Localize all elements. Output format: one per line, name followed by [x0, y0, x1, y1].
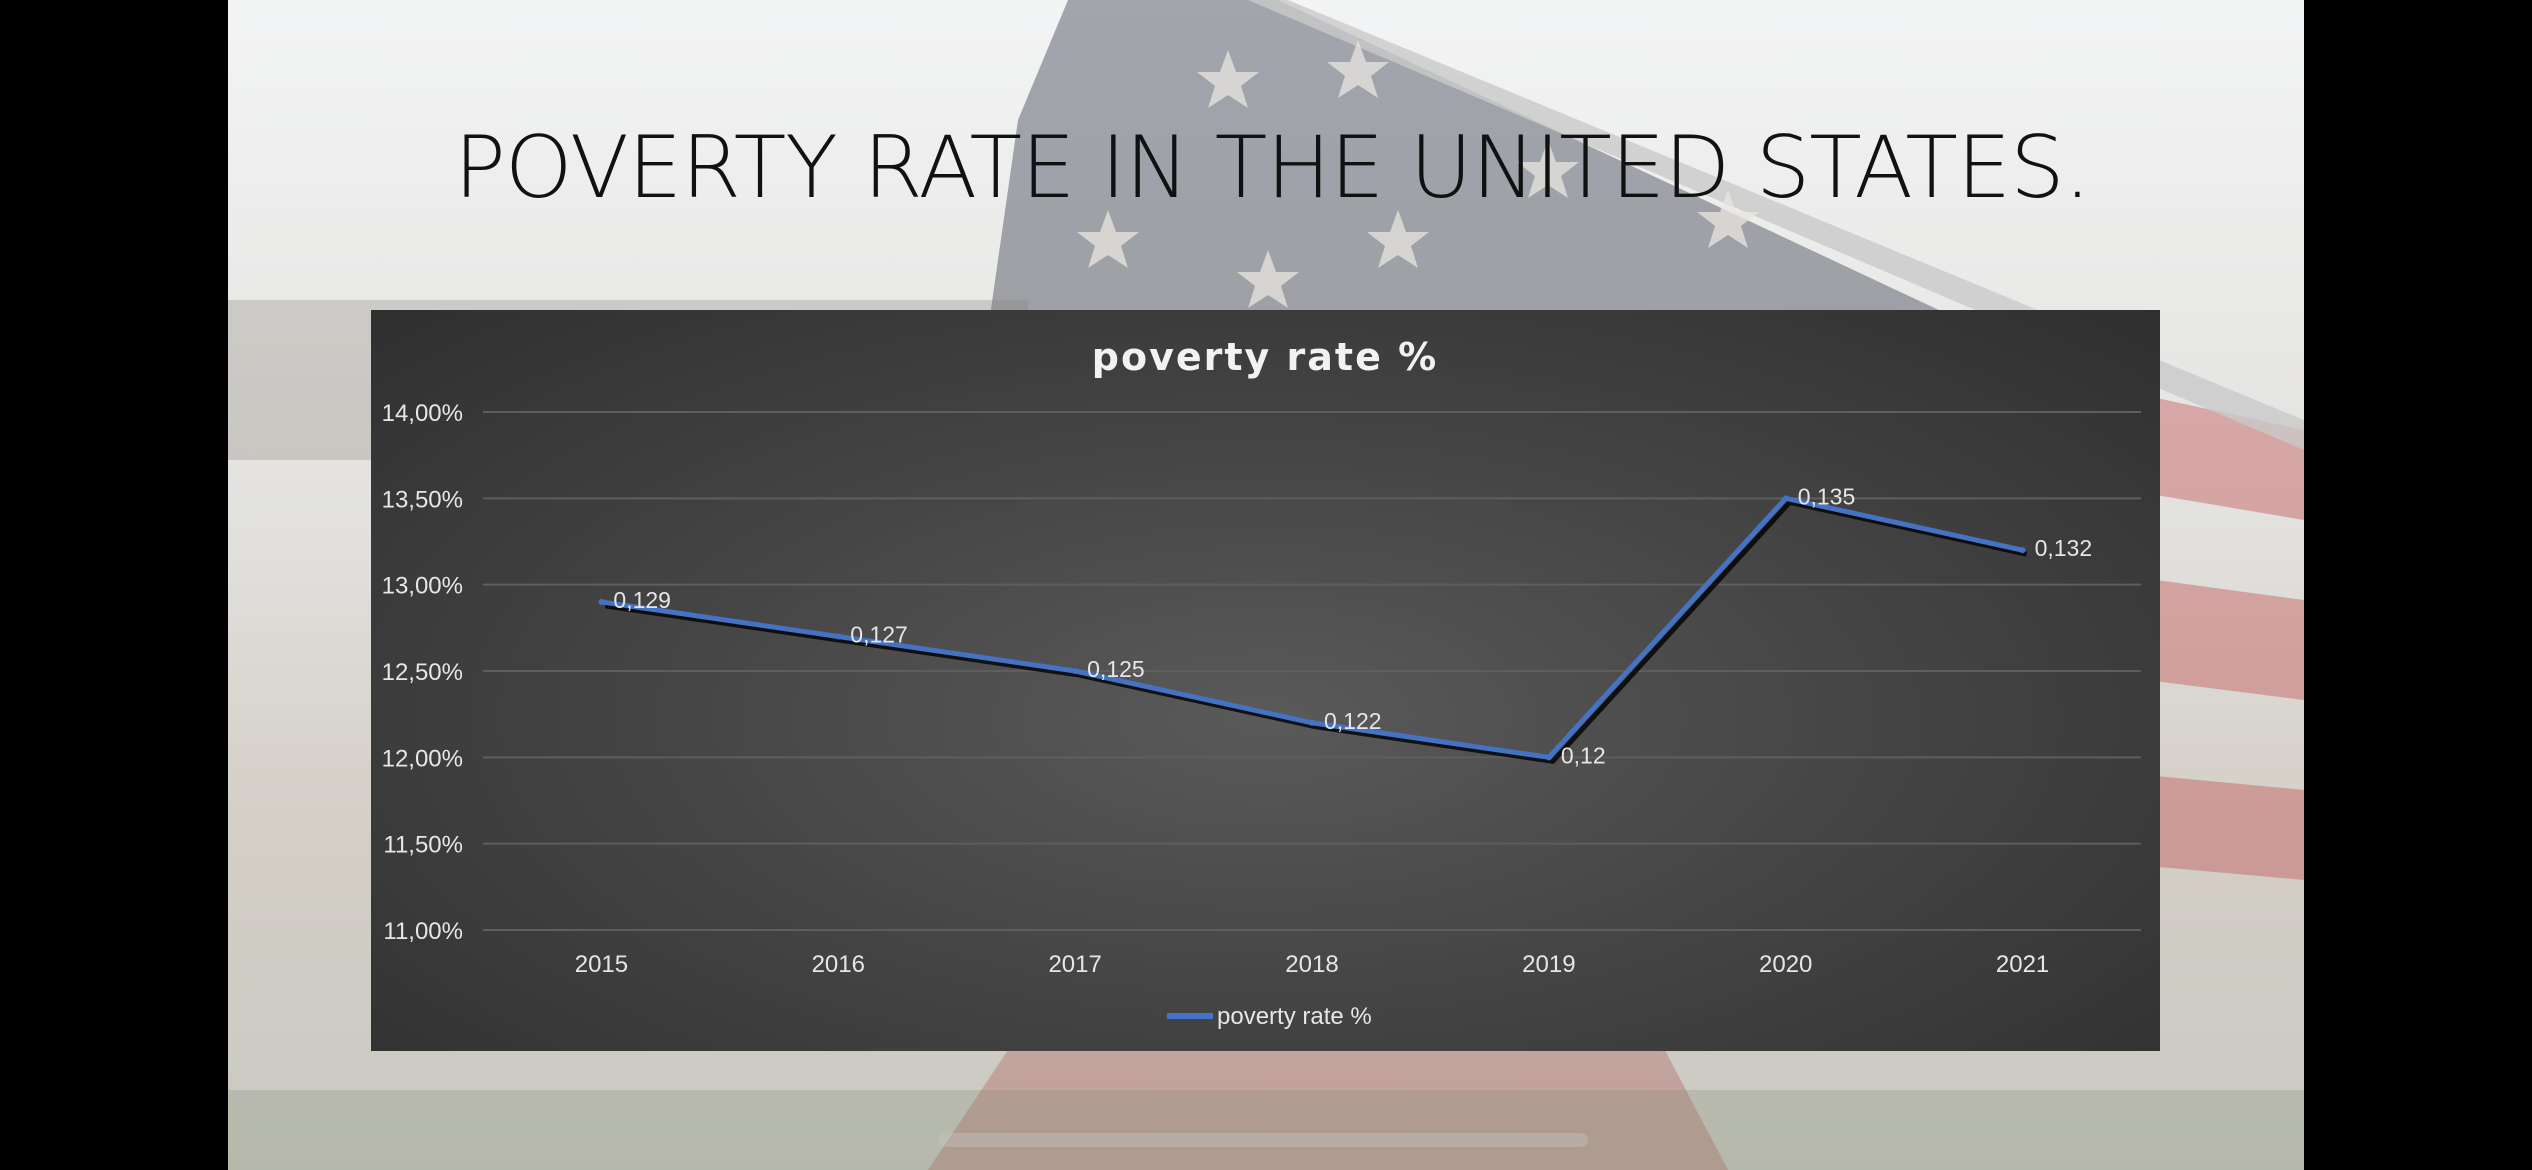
data-point: [598, 598, 605, 605]
slide-title: POVERTY RATE IN THE UNITED STATES.: [454, 118, 2091, 218]
y-tick-label: 11,00%: [383, 918, 463, 945]
y-tick-label: 13,00%: [382, 573, 463, 600]
y-tick-label: 11,50%: [383, 832, 463, 859]
data-label: 0,127: [850, 621, 908, 647]
data-label: 0,125: [1087, 656, 1145, 682]
chart-title: poverty rate %: [1092, 335, 1438, 379]
data-point: [1309, 719, 1315, 726]
series-line-shadow: [605, 499, 2028, 764]
series-line: [598, 495, 2026, 760]
data-point: [1072, 668, 1079, 674]
slide: POVERTY RATE IN THE UNITED STATES. pover…: [228, 0, 2304, 1170]
data-point: [835, 633, 842, 640]
x-tick-label: 2015: [575, 951, 628, 978]
data-point: [2019, 547, 2026, 554]
data-label: 0,122: [1324, 708, 1382, 734]
x-tick-label: 2017: [1048, 951, 1101, 978]
x-tick-label: 2019: [1522, 951, 1575, 978]
y-tick-label: 12,00%: [382, 745, 463, 772]
data-point: [1782, 495, 1789, 502]
y-tick-label: 14,00%: [382, 400, 463, 427]
line-chart: poverty rate % 11,00% 11,50% 12,00% 12,50% 13…: [382, 335, 2141, 1030]
data-label: 0,129: [613, 587, 671, 613]
data-label: 0,135: [1798, 483, 1856, 509]
data-label: 0,12: [1561, 742, 1606, 768]
data-point: [1545, 754, 1552, 761]
legend-label: poverty rate %: [1217, 1003, 1372, 1030]
x-tick-label: 2020: [1759, 951, 1812, 978]
y-tick-label: 13,50%: [382, 486, 463, 513]
data-label: 0,132: [2035, 535, 2093, 561]
y-tick-label: 12,50%: [382, 659, 463, 686]
x-tick-label: 2016: [812, 951, 865, 978]
x-tick-label: 2018: [1285, 951, 1338, 978]
x-tick-label: 2021: [1996, 951, 2049, 978]
chart-panel: poverty rate % 11,00% 11,50% 12,00% 12,50% 13…: [371, 310, 2160, 1051]
home-indicator[interactable]: [938, 1133, 1588, 1147]
